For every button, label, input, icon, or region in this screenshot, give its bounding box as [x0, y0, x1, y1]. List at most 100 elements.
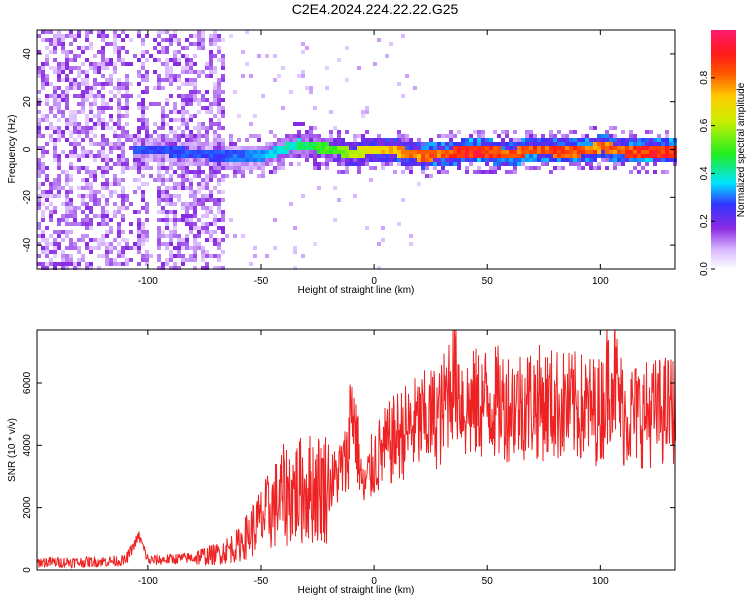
heatmap-cell — [237, 166, 241, 170]
heatmap-cell — [189, 186, 193, 190]
heatmap-cell — [313, 146, 317, 150]
heatmap-cell — [61, 114, 65, 118]
heatmap-cell — [53, 114, 57, 118]
heatmap-cell — [317, 154, 321, 158]
heatmap-cell — [45, 46, 49, 50]
heatmap-cell — [377, 146, 381, 150]
x-tick-label: -100 — [138, 276, 158, 287]
heatmap-cell — [401, 94, 405, 98]
heatmap-cell — [349, 142, 353, 146]
heatmap-cell — [93, 70, 97, 74]
heatmap-cell — [433, 158, 437, 162]
heatmap-cell — [209, 70, 213, 74]
heatmap-cell — [609, 138, 613, 142]
heatmap-cell — [93, 86, 97, 90]
heatmap-cell — [425, 174, 429, 178]
heatmap-cell — [449, 134, 453, 138]
heatmap-cell — [501, 150, 505, 154]
heatmap-cell — [145, 258, 149, 262]
heatmap-cell — [261, 146, 265, 150]
heatmap-cell — [285, 146, 289, 150]
heatmap-cell — [141, 114, 145, 118]
heatmap-cell — [197, 154, 201, 158]
heatmap-cell — [217, 78, 221, 82]
heatmap-cell — [577, 150, 581, 154]
heatmap-cell — [153, 130, 157, 134]
heatmap-cell — [381, 150, 385, 154]
heatmap-cell — [37, 74, 41, 78]
heatmap-cell — [225, 162, 229, 166]
heatmap-cell — [65, 222, 69, 226]
heatmap-cell — [197, 174, 201, 178]
heatmap-cell — [141, 238, 145, 242]
heatmap-cell — [145, 262, 149, 266]
heatmap-cell — [189, 90, 193, 94]
heatmap-cell — [201, 158, 205, 162]
heatmap-cell — [89, 238, 93, 242]
heatmap-cell — [81, 50, 85, 54]
heatmap-cell — [125, 262, 129, 266]
heatmap-cell — [625, 138, 629, 142]
heatmap-cell — [97, 70, 101, 74]
heatmap-cell — [201, 150, 205, 154]
heatmap-cell — [405, 162, 409, 166]
heatmap-cell — [637, 162, 641, 166]
heatmap-cell — [165, 78, 169, 82]
heatmap-cell — [193, 90, 197, 94]
heatmap-cell — [497, 150, 501, 154]
heatmap-cell — [105, 102, 109, 106]
heatmap-cell — [69, 58, 73, 62]
heatmap-cell — [665, 150, 669, 154]
heatmap-cell — [129, 166, 133, 170]
heatmap-cell — [237, 114, 241, 118]
heatmap-cell — [153, 142, 157, 146]
heatmap-cell — [169, 210, 173, 214]
heatmap-cell — [169, 198, 173, 202]
heatmap-cell — [493, 158, 497, 162]
heatmap-cell — [77, 238, 81, 242]
heatmap-cell — [449, 150, 453, 154]
heatmap-cell — [41, 246, 45, 250]
heatmap-cell — [45, 238, 49, 242]
heatmap-cell — [269, 154, 273, 158]
heatmap-cell — [189, 170, 193, 174]
heatmap-cell — [345, 158, 349, 162]
heatmap-cell — [157, 190, 161, 194]
heatmap-cell — [609, 146, 613, 150]
heatmap-cell — [49, 50, 53, 54]
heatmap-cell — [101, 110, 105, 114]
heatmap-cell — [169, 78, 173, 82]
heatmap-cell — [377, 154, 381, 158]
heatmap-cell — [213, 138, 217, 142]
heatmap-cell — [77, 94, 81, 98]
heatmap-cell — [225, 150, 229, 154]
heatmap-cell — [669, 146, 673, 150]
heatmap-cell — [105, 222, 109, 226]
heatmap-cell — [565, 158, 569, 162]
heatmap-cell — [217, 242, 221, 246]
heatmap-cell — [229, 142, 233, 146]
heatmap-cell — [181, 170, 185, 174]
heatmap-cell — [45, 78, 49, 82]
heatmap-cell — [205, 254, 209, 258]
heatmap-cell — [45, 142, 49, 146]
heatmap-cell — [225, 174, 229, 178]
heatmap-cell — [181, 238, 185, 242]
heatmap-cell — [273, 218, 277, 222]
heatmap-cell — [181, 182, 185, 186]
x-tick-label: -50 — [254, 576, 269, 587]
heatmap-cell — [133, 134, 137, 138]
heatmap-cell — [45, 174, 49, 178]
heatmap-cell — [165, 262, 169, 266]
heatmap-cell — [173, 214, 177, 218]
heatmap-cell — [165, 146, 169, 150]
heatmap-cell — [173, 222, 177, 226]
heatmap-cell — [549, 138, 553, 142]
heatmap-cell — [105, 214, 109, 218]
heatmap-cell — [369, 146, 373, 150]
heatmap-cell — [197, 30, 201, 34]
heatmap-cell — [69, 118, 73, 122]
heatmap-cell — [137, 94, 141, 98]
heatmap-cell — [345, 150, 349, 154]
heatmap-cell — [505, 150, 509, 154]
